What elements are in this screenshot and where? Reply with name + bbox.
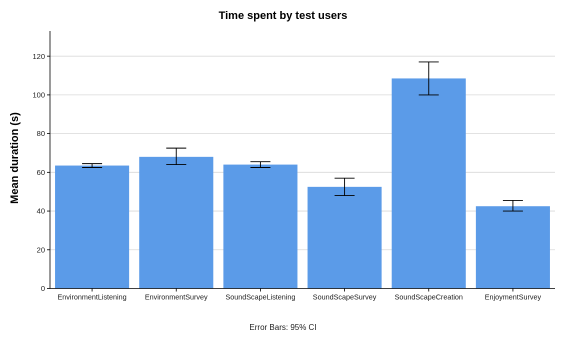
y-tick-label: 60 (37, 168, 45, 177)
y-tick-label: 80 (37, 129, 45, 138)
x-tick-label-SoundScapeListening: SoundScapeListening (225, 293, 295, 302)
x-tick-label-EnjoymentSurvey: EnjoymentSurvey (485, 293, 542, 302)
error-bars (82, 61, 523, 212)
chart-title: Time spent by test users (219, 10, 348, 22)
y-axis-ticks: 0 20 40 60 80 100 120 (32, 52, 50, 293)
error-bars-note: Error Bars: 95% CI (249, 323, 316, 332)
bars (55, 78, 550, 289)
x-tick-label-EnvironmentSurvey: EnvironmentSurvey (145, 293, 208, 302)
x-tick-label-EnvironmentListening: EnvironmentListening (58, 293, 127, 302)
x-tick-label-SoundScapeSurvey: SoundScapeSurvey (313, 293, 377, 302)
y-tick-label: 120 (32, 52, 45, 61)
bar-EnvironmentListening (55, 165, 130, 289)
y-tick-label: 0 (41, 284, 45, 293)
bar-SoundScapeListening (223, 164, 298, 289)
x-tick-label-SoundScapeCreation: SoundScapeCreation (395, 293, 463, 302)
bar-EnvironmentSurvey (139, 156, 214, 289)
gridlines (50, 55, 555, 251)
bar-EnjoymentSurvey (475, 206, 550, 289)
y-axis-label: Mean duration (s) (9, 112, 21, 204)
y-tick-label: 20 (37, 245, 45, 254)
y-tick-label: 40 (37, 207, 45, 216)
x-axis-ticks: EnvironmentListening EnvironmentSurvey Sou… (58, 288, 542, 302)
y-tick-label: 100 (32, 90, 45, 99)
bar-SoundScapeCreation (391, 78, 466, 289)
bar-SoundScapeSurvey (307, 186, 382, 289)
